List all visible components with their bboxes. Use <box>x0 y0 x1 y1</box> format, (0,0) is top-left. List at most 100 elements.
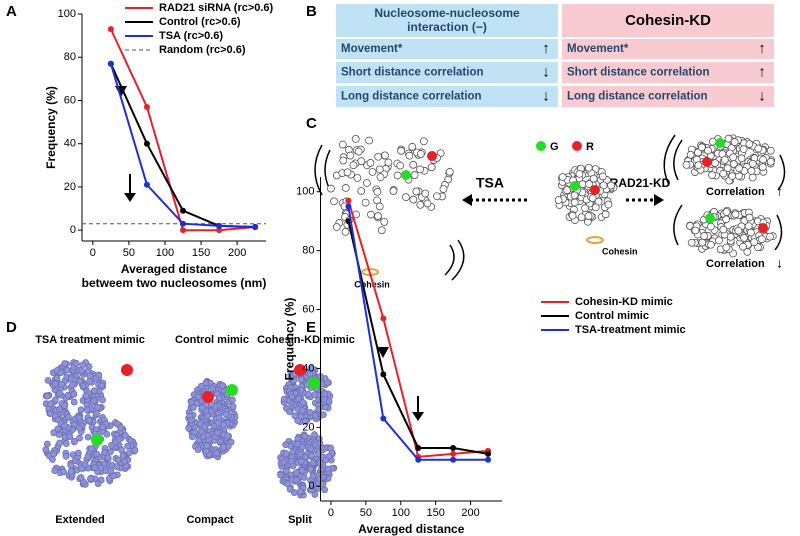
locus-marker <box>705 213 715 223</box>
nucleosome <box>280 458 288 466</box>
nucleosome <box>76 377 84 385</box>
arrow-annotation <box>124 193 136 202</box>
nucleosome <box>220 421 227 429</box>
nucleosome <box>125 449 133 457</box>
chromatin-bead <box>396 161 405 170</box>
chromatin-bead <box>739 145 748 154</box>
nucleosome <box>99 396 106 404</box>
chromatin-bead <box>343 168 352 177</box>
chromatin-bead <box>381 151 389 160</box>
nucleosome <box>280 395 288 403</box>
x-tick-label: 50 <box>360 507 372 519</box>
chromatin-bead <box>697 143 706 152</box>
nucleosome <box>189 404 197 411</box>
motion-mark <box>673 204 683 246</box>
chromatin-bead <box>687 238 696 247</box>
x-tick-label: 100 <box>392 507 410 519</box>
cohesin-ring <box>586 236 604 244</box>
nucleosome <box>307 445 315 453</box>
nucleosome <box>288 393 296 401</box>
nucleosome <box>292 476 300 484</box>
nucleosome <box>70 390 78 398</box>
data-point <box>216 222 223 229</box>
data-point <box>143 181 150 188</box>
chromatin-bead <box>720 155 729 164</box>
chromatin-bead <box>711 159 719 168</box>
series-line <box>109 63 256 228</box>
chromatin-bead <box>726 232 735 241</box>
chromatin-bead <box>729 153 738 162</box>
nucleosome <box>88 445 95 453</box>
locus-sphere <box>202 391 214 403</box>
data-point <box>345 203 352 210</box>
y-tick-label: 60 <box>64 94 76 106</box>
nucleosome <box>58 380 65 388</box>
y-tick-label: 20 <box>302 421 314 433</box>
nucleosome <box>65 413 72 421</box>
chromatin-bead <box>591 203 600 212</box>
nucleosome <box>289 462 297 470</box>
cell-arrow: ↓ <box>542 87 550 104</box>
chromatin-bead <box>341 184 350 192</box>
chromatin-bead <box>715 236 723 245</box>
chromatin-bead <box>754 144 763 153</box>
chromatin-bead <box>740 234 748 242</box>
chromatin-bead <box>691 226 700 235</box>
correlation-label: Correlation <box>706 186 765 198</box>
arrow-annotation <box>412 412 424 421</box>
nucleosome <box>220 443 227 451</box>
nucleosome <box>57 369 65 377</box>
nucleosome <box>282 467 290 475</box>
nucleosome <box>203 442 211 450</box>
chromatin-bead <box>389 187 398 195</box>
nucleosome <box>282 441 290 449</box>
nucleosome <box>62 440 70 448</box>
nucleosome <box>51 380 59 388</box>
data-point <box>450 450 457 457</box>
nucleosome <box>71 437 79 445</box>
nucleosome <box>307 477 314 484</box>
nucleosome <box>117 424 125 431</box>
nucleosome <box>84 453 92 461</box>
nucleosome <box>93 450 101 458</box>
nucleosome <box>75 414 83 421</box>
correlation-arrow: ↓ <box>776 255 783 271</box>
nucleosome <box>301 417 309 425</box>
chromatin-bead <box>607 181 615 190</box>
chromatin-bead <box>420 137 428 146</box>
nucleosome <box>62 453 70 460</box>
chromatin-bead <box>704 146 712 155</box>
chromatin-bead <box>707 240 715 249</box>
chromatin-bead <box>397 146 406 155</box>
nucleosome <box>43 440 51 448</box>
chromatin-bead <box>601 210 610 219</box>
chromatin-bead <box>409 195 418 204</box>
x-axis-label: betweem two nucleosomes (nm) <box>82 276 267 290</box>
cohesin-label: Cohesin <box>354 279 390 289</box>
chromatin-bead <box>584 212 593 220</box>
y-tick-label: 80 <box>64 51 76 63</box>
x-tick-label: 150 <box>427 507 445 519</box>
chromatin-bead <box>402 193 410 202</box>
chromatin-bead <box>722 208 731 216</box>
x-axis-label: Averaged distance <box>358 522 465 536</box>
data-point <box>380 371 387 378</box>
nucleosome <box>67 467 75 475</box>
chromatin-bead <box>374 152 383 161</box>
data-point <box>485 450 492 457</box>
nucleosome <box>215 394 223 402</box>
chromatin-bead <box>368 168 377 176</box>
chromatin-bead <box>346 151 355 160</box>
locus-marker <box>590 185 600 195</box>
chromatin-bead <box>416 165 424 174</box>
chromatin-bead <box>585 180 593 188</box>
nucleosome <box>300 474 308 481</box>
data-point <box>180 227 187 234</box>
nucleosome <box>187 416 195 424</box>
nucleosome <box>54 425 62 433</box>
nucleosome <box>64 391 72 399</box>
chromatin-bead <box>423 199 432 208</box>
nucleosome <box>98 382 106 389</box>
nucleosome <box>204 412 211 420</box>
cell-text: Movement* <box>341 43 403 55</box>
